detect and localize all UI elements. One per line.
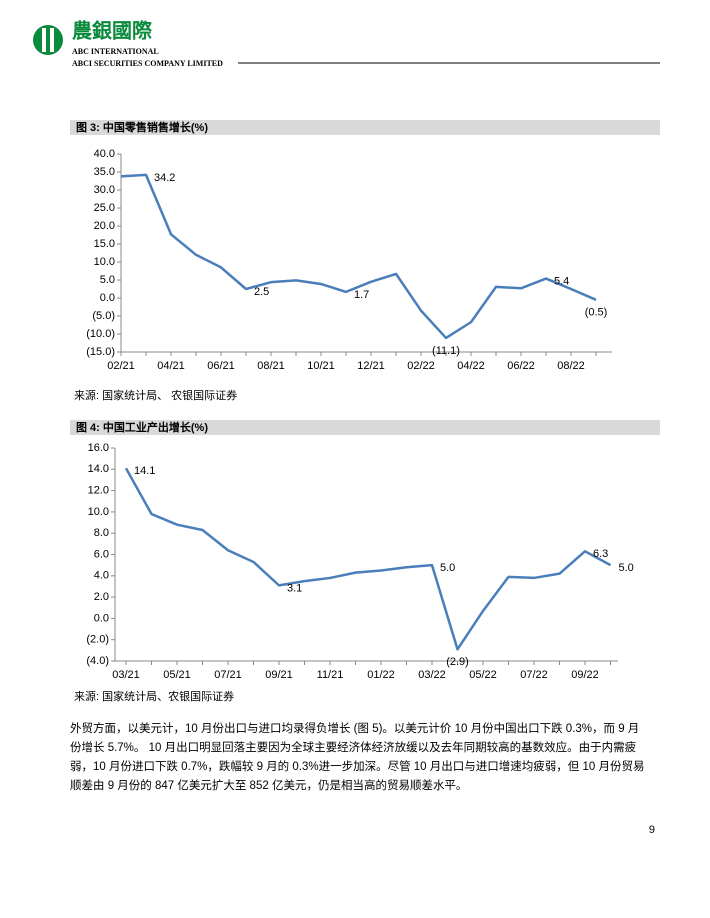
y-tick-label: (10.0)	[86, 328, 115, 340]
figure-title: 图 4: 中国工业产出增长(%)	[76, 420, 208, 434]
source-note: 来源: 国家统计局、 农银国际证券	[74, 388, 237, 402]
y-tick-label: (4.0)	[86, 655, 109, 667]
x-tick-label: 03/22	[418, 669, 446, 681]
data-label: 5.0	[619, 562, 634, 574]
company-name: ABC INTERNATIONAL	[72, 47, 159, 56]
x-tick-label: 02/21	[107, 360, 135, 372]
x-tick-label: 05/21	[163, 669, 191, 681]
x-tick-label: 01/22	[367, 669, 395, 681]
y-tick-label: 25.0	[94, 202, 115, 214]
data-label: 34.2	[154, 172, 175, 184]
data-label: (2.9)	[446, 656, 469, 668]
data-line	[124, 467, 612, 651]
y-tick-label: 0.0	[100, 292, 115, 304]
y-tick-label: 15.0	[94, 238, 115, 250]
y-tick-label: 6.0	[94, 548, 109, 560]
x-tick-label: 08/21	[257, 360, 285, 372]
source-note: 来源: 国家统计局、农银国际证券	[74, 689, 234, 703]
y-tick-label: 10.0	[94, 256, 115, 268]
y-tick-label: 12.0	[88, 485, 109, 497]
x-tick-label: 04/21	[157, 360, 185, 372]
logo-mark	[50, 28, 54, 52]
y-tick-label: (5.0)	[92, 310, 115, 322]
x-tick-label: 10/21	[307, 360, 335, 372]
x-tick-label: 09/22	[571, 669, 599, 681]
y-tick-label: 16.0	[88, 442, 109, 454]
figure-title-bar	[70, 120, 660, 135]
y-tick-label: (15.0)	[86, 346, 115, 358]
x-tick-label: 05/22	[469, 669, 497, 681]
figure-title: 图 3: 中国零售销售增长(%)	[76, 120, 208, 134]
x-tick-label: 07/22	[520, 669, 548, 681]
x-tick-label: 11/21	[317, 669, 344, 681]
y-tick-label: 14.0	[88, 463, 109, 475]
y-tick-label: (2.0)	[86, 634, 109, 646]
data-label: 2.5	[254, 286, 269, 298]
x-tick-label: 04/22	[457, 360, 485, 372]
y-tick-label: 5.0	[100, 274, 115, 286]
x-tick-label: 03/21	[112, 669, 140, 681]
x-tick-label: 06/21	[207, 360, 235, 372]
y-tick-label: 0.0	[94, 612, 109, 624]
x-tick-label: 07/21	[214, 669, 242, 681]
logo-text: 農銀國際	[72, 19, 153, 43]
data-label: (11.1)	[432, 345, 460, 357]
data-line	[120, 173, 597, 340]
page-number: 9	[649, 824, 655, 836]
figure-title-bar	[70, 420, 660, 435]
y-tick-label: 2.0	[94, 591, 109, 603]
data-label: 1.7	[354, 289, 369, 301]
x-tick-label: 09/21	[265, 669, 293, 681]
y-tick-label: 40.0	[94, 148, 115, 160]
x-tick-label: 08/22	[557, 360, 585, 372]
logo	[33, 25, 63, 55]
data-label: 5.4	[554, 275, 569, 287]
x-tick-label: 12/21	[357, 360, 385, 372]
x-tick-label: 02/22	[407, 360, 435, 372]
data-label: 5.0	[440, 562, 455, 574]
y-tick-label: 4.0	[94, 570, 109, 582]
y-tick-label: 8.0	[94, 527, 109, 539]
data-label: 6.3	[593, 548, 608, 560]
data-label: 14.1	[134, 465, 155, 477]
y-tick-label: 10.0	[88, 506, 109, 518]
y-tick-label: 35.0	[94, 166, 115, 178]
body-text: 外贸方面，以美元计，10 月份出口与进口均录得负增长 (图 5)。以美元计价 1…	[70, 723, 645, 792]
x-tick-label: 06/22	[507, 360, 535, 372]
data-label: (0.5)	[585, 307, 608, 319]
y-tick-label: 30.0	[94, 184, 115, 196]
logo-mark	[42, 28, 46, 52]
data-label: 3.1	[287, 582, 302, 594]
y-tick-label: 20.0	[94, 220, 115, 232]
company-name: ABCI SECURITIES COMPANY LIMITED	[72, 59, 223, 68]
